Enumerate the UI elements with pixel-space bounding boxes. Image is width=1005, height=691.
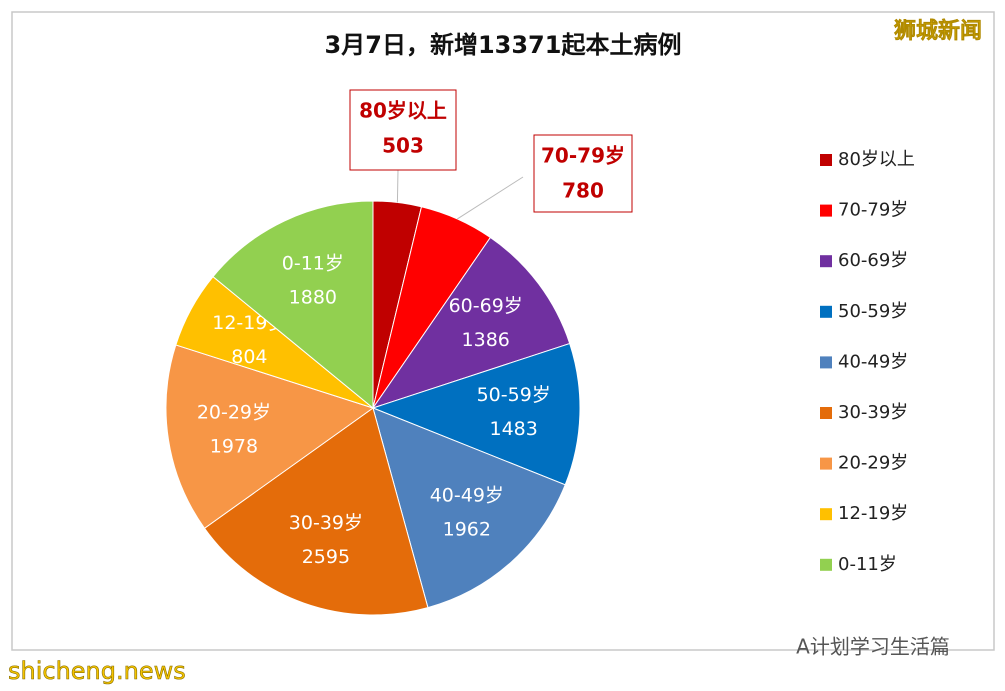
legend-label: 20-29岁 (838, 453, 908, 474)
data-label-category: 80岁以上 (359, 99, 447, 123)
legend-swatch (820, 305, 832, 318)
pie-slice (372, 407, 566, 609)
pie-slice (371, 342, 581, 486)
legend-label: 80岁以上 (838, 149, 915, 170)
data-label: 1880 (289, 286, 337, 308)
data-label: 780 (562, 179, 604, 203)
data-label: 804 (231, 346, 267, 368)
data-label: 1483 (490, 418, 538, 440)
legend-label: 70-79岁 (838, 200, 908, 221)
leader-line (457, 176, 524, 220)
pie-slice (371, 236, 571, 409)
account-name: A计划学习生活篇 (796, 635, 950, 659)
callout-box (349, 89, 457, 171)
legend-swatch (820, 558, 832, 571)
legend-swatch (820, 255, 832, 268)
legend-swatch (820, 154, 832, 166)
data-label: 503 (382, 134, 424, 158)
pie-slice (165, 344, 375, 529)
data-label-category: 40-49岁 (430, 484, 504, 506)
legend-label: 50-59岁 (838, 301, 908, 322)
data-label: 2595 (302, 546, 350, 568)
legend-label: 40-49岁 (838, 351, 908, 372)
data-label-category: 30-39岁 (289, 512, 363, 534)
legend-swatch (820, 204, 832, 217)
legend-swatch (820, 457, 832, 470)
watermark: shicheng.news (8, 657, 186, 685)
legend-swatch (820, 356, 832, 369)
data-label: 1978 (210, 435, 258, 457)
data-label: 1386 (462, 329, 510, 351)
chart-title: 3月7日，新增13371起本土病例 (325, 31, 682, 59)
data-label-category: 20-29岁 (197, 401, 271, 423)
legend-label: 12-19岁 (838, 503, 908, 524)
data-label-category: 70-79岁 (541, 144, 625, 168)
leader-line (396, 169, 399, 203)
callout-box (533, 134, 633, 213)
legend-swatch (820, 407, 832, 419)
legend-label: 0-11岁 (838, 554, 897, 575)
data-label-category: 0-11岁 (282, 252, 344, 274)
data-label-category: 60-69岁 (449, 295, 523, 317)
data-label: 1962 (443, 518, 491, 540)
pie-slice (212, 200, 374, 410)
legend-label: 30-39岁 (838, 402, 908, 423)
watermark: 狮城新闻 (894, 18, 982, 44)
legend-label: 60-69岁 (838, 250, 908, 271)
pie-slice (203, 407, 429, 616)
legend-swatch (820, 508, 832, 521)
data-label-category: 50-59岁 (477, 384, 551, 406)
